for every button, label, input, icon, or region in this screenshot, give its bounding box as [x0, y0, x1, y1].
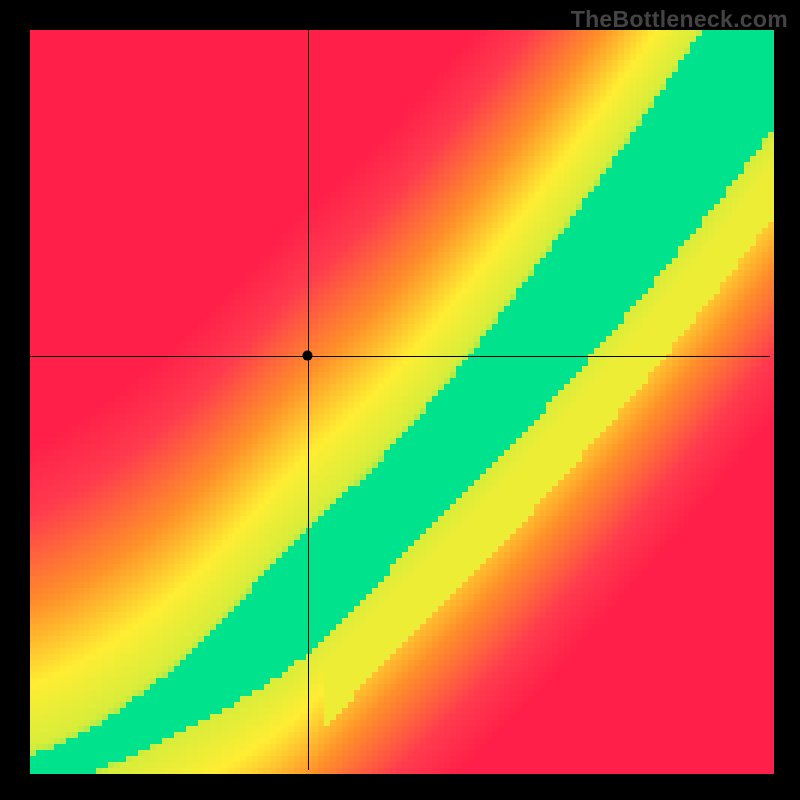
chart-stage: TheBottleneck.com	[0, 0, 800, 800]
source-watermark: TheBottleneck.com	[571, 6, 788, 33]
bottleneck-heatmap	[0, 0, 800, 800]
